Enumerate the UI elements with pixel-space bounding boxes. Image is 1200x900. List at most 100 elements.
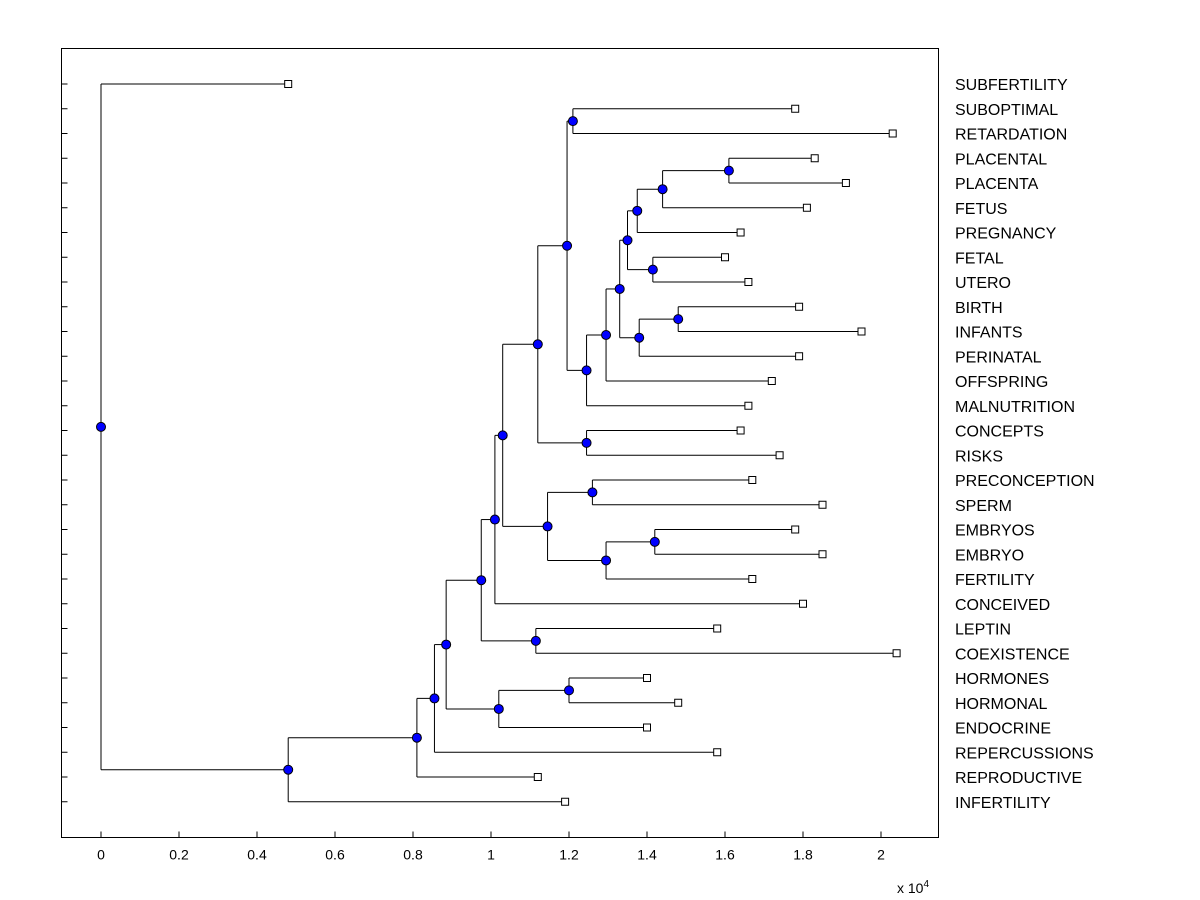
leaf-label: FETUS <box>955 201 1007 218</box>
node-marker <box>489 514 500 525</box>
node-marker <box>647 264 658 275</box>
leaf-labels: SUBFERTILITY SUBOPTIMAL RETARDATION PLACENT… <box>955 77 1095 812</box>
node-marker <box>476 575 487 586</box>
node-marker <box>632 205 643 216</box>
node-marker <box>614 283 625 294</box>
leaf-label: CONCEIVED <box>955 597 1050 614</box>
leaf-label: REPRODUCTIVE <box>955 770 1082 787</box>
x-tick-label: 0.6 <box>325 847 345 863</box>
leaf-label: OFFSPRING <box>955 374 1048 391</box>
node-marker <box>411 732 422 743</box>
leaf-label: SUBOPTIMAL <box>955 102 1058 119</box>
leaf-label: SPERM <box>955 498 1012 515</box>
leaf-label: CONCEPTS <box>955 424 1044 441</box>
x-axis: 0 0.2 0.4 0.6 0.8 1 1.2 1.4 1.6 1.8 2 <box>97 831 885 863</box>
leaf-label: PRECONCEPTION <box>955 473 1095 490</box>
leaf-marker <box>748 476 757 484</box>
node-marker <box>567 116 578 127</box>
x-tick-label: 1 <box>487 847 495 863</box>
leaf-marker <box>802 203 811 212</box>
node-marker <box>657 184 668 195</box>
leaf-marker <box>888 129 897 138</box>
leaf-label: COEXISTENCE <box>955 646 1070 663</box>
leaf-marker <box>736 228 745 237</box>
leaf-marker <box>775 451 784 460</box>
leaf-label: RISKS <box>955 448 1003 465</box>
leaf-label: EMBRYOS <box>955 523 1035 540</box>
leaf-label: HORMONAL <box>955 696 1048 713</box>
node-marker <box>649 536 660 547</box>
leaf-label: RETARDATION <box>955 127 1067 144</box>
leaf-marker <box>841 179 850 187</box>
leaf-label: HORMONES <box>955 671 1049 688</box>
node-marker <box>497 430 508 441</box>
node-marker <box>581 437 592 448</box>
leaf-markers <box>284 80 901 806</box>
leaf-label: INFERTILITY <box>955 795 1051 812</box>
leaf-marker <box>791 525 800 534</box>
y-tick-marks <box>61 83 68 803</box>
leaf-marker <box>795 302 804 311</box>
leaf-marker <box>744 278 753 286</box>
leaf-label: PLACENTA <box>955 176 1039 193</box>
leaf-marker <box>818 500 827 509</box>
leaf-label: MALNUTRITION <box>955 399 1075 416</box>
x-tick-label: 1.6 <box>715 847 735 863</box>
node-marker <box>601 555 612 566</box>
node-marker <box>673 314 684 325</box>
leaf-label: REPERCUSSIONS <box>955 745 1094 762</box>
x-tick-label: 2 <box>877 847 885 863</box>
x-tick-label: 1.8 <box>793 847 813 863</box>
node-marker <box>441 639 452 650</box>
leaf-marker <box>748 575 757 583</box>
node-marker <box>532 339 543 350</box>
x-tick-label: 1.4 <box>637 847 657 863</box>
leaf-marker <box>795 352 804 361</box>
leaf-label: BIRTH <box>955 300 1003 317</box>
leaf-marker <box>713 748 722 757</box>
node-marker <box>581 365 592 376</box>
leaf-label: UTERO <box>955 275 1011 292</box>
node-marker <box>723 165 734 176</box>
leaf-marker <box>799 599 807 608</box>
node-marker <box>530 635 541 646</box>
x-tick-label: 0.2 <box>169 847 189 863</box>
leaf-marker <box>857 327 866 336</box>
leaf-marker <box>643 723 651 732</box>
node-marker <box>96 421 106 432</box>
leaf-marker <box>818 550 827 559</box>
leaf-marker <box>810 154 819 163</box>
x-scale-exponent-label: x 104 <box>897 879 929 896</box>
leaf-label: FERTILITY <box>955 572 1035 589</box>
leaf-marker <box>674 698 683 707</box>
node-marker <box>601 329 612 340</box>
node-marker <box>493 703 504 714</box>
leaf-marker <box>561 797 570 806</box>
node-marker <box>564 685 574 696</box>
node-marker <box>622 235 633 246</box>
leaf-marker <box>892 649 901 658</box>
leaf-label: SUBFERTILITY <box>955 77 1068 94</box>
x-tick-label: 1.2 <box>559 847 579 863</box>
leaf-label: ENDOCRINE <box>955 721 1051 738</box>
node-markers <box>96 116 734 775</box>
leaf-label: PLACENTAL <box>955 151 1047 168</box>
leaf-label: LEPTIN <box>955 622 1011 639</box>
leaf-marker <box>713 624 722 633</box>
node-marker <box>587 487 598 498</box>
leaf-marker <box>533 773 542 781</box>
leaf-label: EMBRYO <box>955 547 1024 564</box>
leaf-label: INFANTS <box>955 325 1023 342</box>
node-marker <box>283 764 294 775</box>
node-marker <box>429 693 440 704</box>
leaf-marker <box>284 80 293 88</box>
leaf-marker <box>721 253 729 262</box>
leaf-marker <box>791 104 800 113</box>
x-tick-label: 0.8 <box>403 847 423 863</box>
leaf-label: PREGNANCY <box>955 226 1057 243</box>
node-marker <box>562 240 573 251</box>
plot-frame <box>61 48 939 838</box>
leaf-label: PERINATAL <box>955 349 1042 366</box>
leaf-label: FETAL <box>955 250 1004 267</box>
